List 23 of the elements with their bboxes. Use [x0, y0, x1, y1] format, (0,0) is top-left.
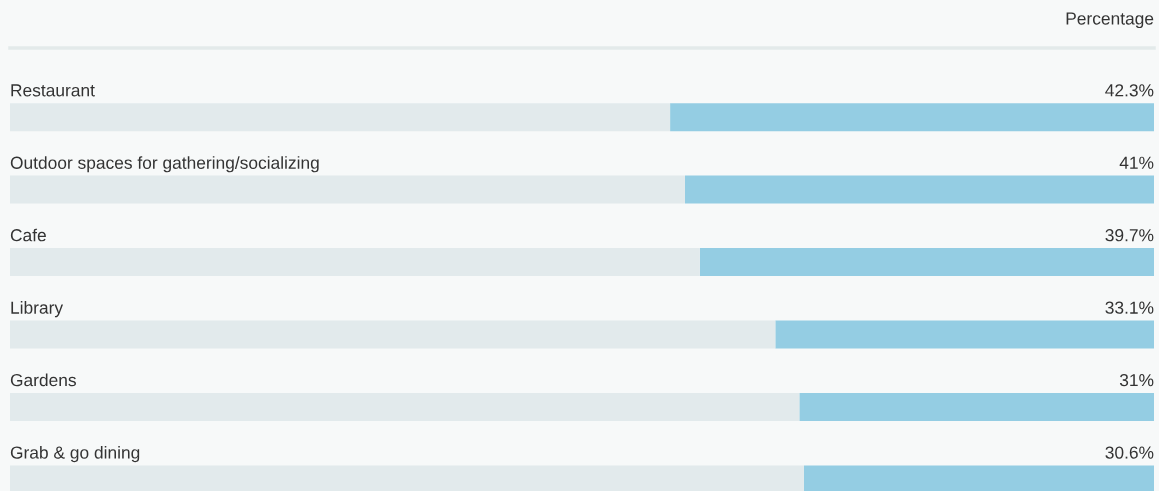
y-tick-label: Grab & go dining	[10, 445, 140, 463]
data-label: 31%	[1119, 373, 1154, 387]
data-label: 30.6%	[1105, 446, 1154, 459]
data-label: 42.3%	[1105, 84, 1154, 97]
bar	[10, 103, 671, 132]
y-tick-label: Library	[11, 301, 64, 318]
bar	[10, 392, 800, 421]
bar	[699, 248, 1154, 277]
data-label: 39.7%	[1105, 229, 1154, 242]
bar	[670, 103, 1154, 132]
bar	[775, 320, 1154, 349]
bar	[10, 175, 685, 204]
data-label: 33.1%	[1105, 301, 1154, 314]
y-tick-label: Gardens	[10, 373, 76, 387]
bar	[684, 175, 1154, 204]
bar	[10, 320, 776, 349]
y-tick-label: Cafe	[10, 228, 46, 242]
bar	[10, 248, 700, 277]
chart-title: Percentage	[1066, 12, 1154, 29]
bar	[799, 392, 1154, 421]
y-tick-label: Outdoor spaces for gathering/socializing	[10, 156, 319, 173]
data-label: 41%	[1119, 156, 1154, 169]
y-tick-label: Restaurant	[11, 84, 95, 97]
